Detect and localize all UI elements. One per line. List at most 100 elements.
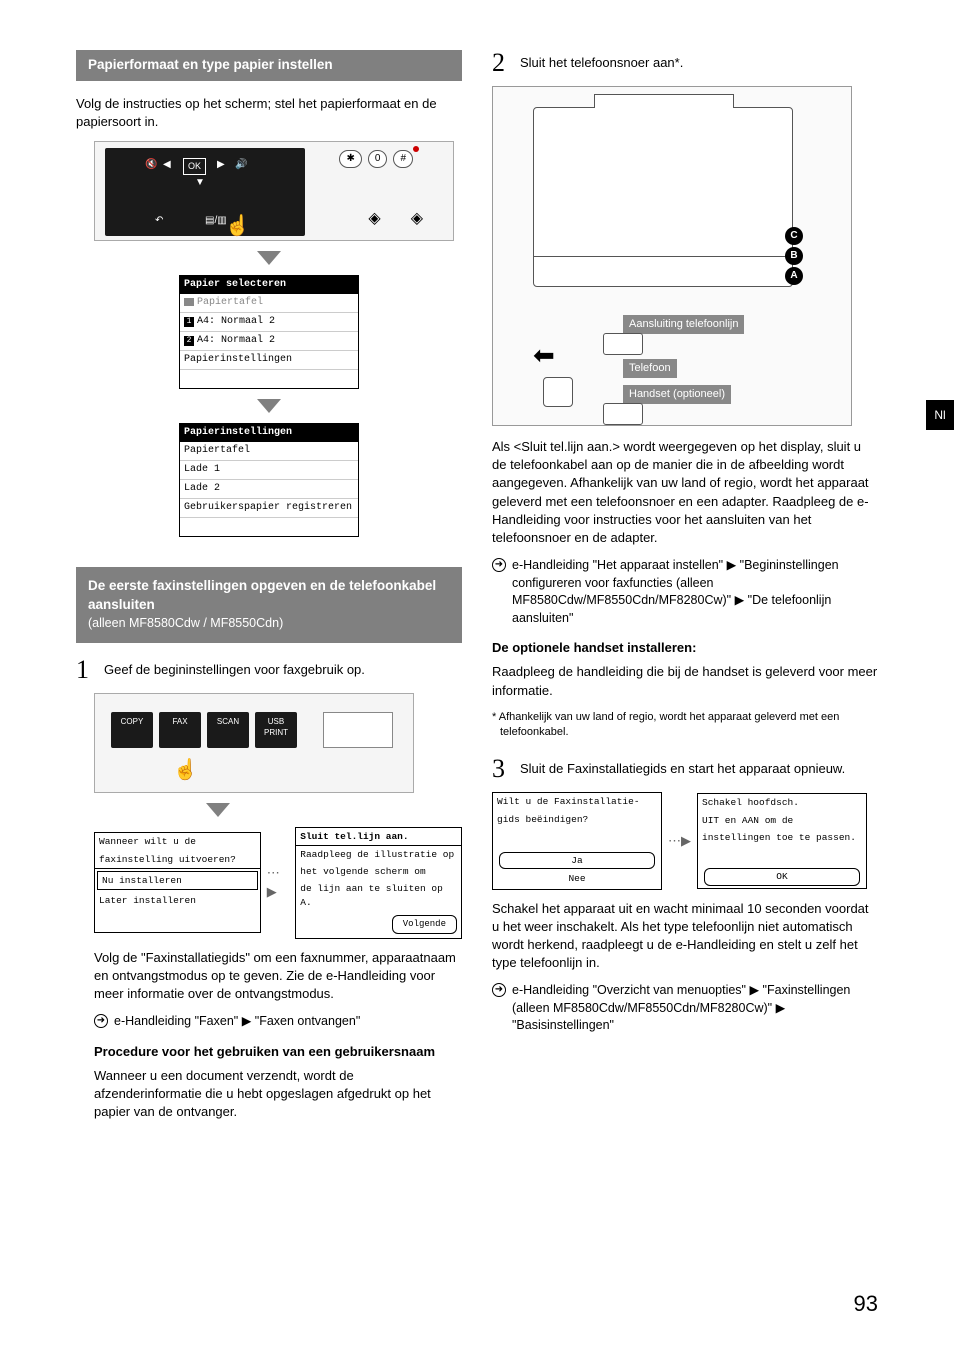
screen2-row3: Lade 2 [180, 480, 358, 499]
fax-s2-btn: Volgende [392, 915, 457, 934]
port-a: A [785, 267, 803, 285]
s3b-r2: UIT en AAN om de [698, 812, 866, 829]
fax-guide-para: Volg de "Faxinstallatiegids" om een faxn… [94, 949, 462, 1004]
page-number: 93 [854, 1289, 878, 1320]
step-1-text: Geef de begininstellingen voor faxgebrui… [104, 657, 365, 679]
ref-icon-1: ➜ [94, 1014, 108, 1028]
s3a-nee: Nee [499, 871, 655, 886]
screen-paper-select: Papier selecteren Papiertafel 1A4: Norma… [179, 275, 359, 389]
screen1-title: Papier selecteren [180, 276, 358, 294]
handset-heading: De optionele handset installeren: [492, 639, 878, 657]
port-b: B [785, 247, 803, 265]
keypad-pills: ✱ 0 # [339, 150, 413, 168]
phone-icon [543, 377, 573, 407]
ref-text-1: e-Handleiding "Faxen" ▶ "Faxen ontvangen… [114, 1013, 360, 1031]
fax-s1-r3: Nu installeren [97, 871, 258, 890]
usb-print-button: USB PRINT [255, 712, 297, 748]
panel-dark-area: 🔇 ◀ OK ▶ 🔊 ▼ ↶ ▤/▥ ☝ [105, 148, 305, 236]
footnote: * Afhankelijk van uw land of regio, word… [492, 710, 878, 741]
plug-handset [603, 403, 643, 425]
printer-tray [534, 256, 792, 286]
step-1-number: 1 [76, 657, 96, 683]
screen1-row4: Papierinstellingen [180, 351, 358, 370]
fax-s1-r4: Later installeren [95, 892, 260, 909]
pill-star: ✱ [339, 150, 361, 168]
plug-line [603, 333, 643, 355]
label-telefoon: Telefoon [623, 359, 677, 378]
ref-text-3: e-Handleiding "Overzicht van menuopties"… [512, 982, 878, 1035]
step-2-text: Sluit het telefoonsnoer aan*. [520, 50, 683, 72]
screen2-row2: Lade 1 [180, 461, 358, 480]
left-column: Papierformaat en type papier instellen V… [76, 50, 462, 1131]
control-panel-diagram: 🔇 ◀ OK ▶ 🔊 ▼ ↶ ▤/▥ ☝ ✱ 0 # ◈ ◈ [94, 141, 454, 241]
fax-s2-r4: de lijn aan te sluiten op A. [296, 880, 461, 911]
ref-icon-3: ➜ [492, 983, 506, 997]
arrow-down-icon: ▼ [195, 176, 205, 190]
vol-down-icon: 🔇 [145, 158, 157, 172]
section-header-paper: Papierformaat en type papier instellen [76, 50, 462, 81]
fax-s2-r2: Raadpleeg de illustratie op [296, 846, 461, 863]
pointing-hand-fax-icon: ☝ [173, 756, 198, 784]
pill-hash: # [393, 150, 413, 168]
screen1-row3: 2A4: Normaal 2 [180, 332, 358, 351]
pill-zero: 0 [368, 150, 388, 168]
header-fax-line2: (alleen MF8580Cdw / MF8550Cdn) [88, 615, 450, 633]
ref-text-2: e-Handleiding "Het apparaat instellen" ▶… [512, 557, 878, 627]
screen-end-guide: Wilt u de Faxinstallatie- gids beëindige… [492, 792, 662, 889]
s3b-ok: OK [704, 868, 860, 885]
screen2-row4: Gebruikerspapier registreren [180, 499, 358, 518]
username-para: Wanneer u een document verzendt, wordt d… [94, 1067, 462, 1122]
flow-arrow-2 [257, 399, 281, 413]
s3a-r2: gids beëindigen? [493, 811, 661, 828]
label-handset: Handset (optioneel) [623, 385, 731, 404]
pointing-hand-icon: ☝ [225, 212, 250, 240]
intro-paper: Volg de instructies op het scherm; stel … [76, 95, 462, 131]
dots-arrow-1: ⋯▶ [267, 864, 290, 900]
fax-s2-r3: het volgende scherm om [296, 863, 461, 880]
step-3-text: Sluit de Faxinstallatiegids en start het… [520, 756, 845, 778]
printer-body [533, 107, 793, 287]
label-aansluiting: Aansluiting telefoonlijn [623, 315, 744, 334]
start-diamond-icon: ◈ [411, 208, 423, 230]
menu-icon: ▤/▥ [205, 214, 227, 228]
fax-button: FAX [159, 712, 201, 748]
fax-screen-connect: Sluit tel.lijn aan. Raadpleeg de illustr… [295, 827, 462, 939]
ref-icon-2: ➜ [492, 558, 506, 572]
arrow-right-icon: ▶ [217, 158, 225, 172]
ok-button-label: OK [183, 158, 206, 175]
copy-button: COPY [111, 712, 153, 748]
connect-para: Als <Sluit tel.lijn aan.> wordt weergege… [492, 438, 878, 547]
printer-top [594, 94, 734, 108]
power-cycle-para: Schakel het apparaat uit en wacht minima… [492, 900, 878, 973]
s3b-r1: Schakel hoofdsch. [698, 794, 866, 811]
vol-up-icon: 🔊 [235, 158, 247, 172]
s3a-ja: Ja [499, 852, 655, 869]
stop-diamond-icon: ◈ [368, 208, 380, 230]
fax-s2-r1: Sluit tel.lijn aan. [296, 828, 461, 846]
step-2-number: 2 [492, 50, 512, 76]
fax-lcd [323, 712, 393, 748]
fax-screen-when: Wanneer wilt u de faxinstelling uitvoere… [94, 832, 261, 932]
screen1-row1: Papiertafel [180, 294, 358, 313]
screen2-row1: Papiertafel [180, 442, 358, 461]
scan-button: SCAN [207, 712, 249, 748]
fax-s1-r2: faxinstelling uitvoeren? [95, 851, 260, 869]
s3a-r1: Wilt u de Faxinstallatie- [493, 793, 661, 810]
section-header-fax: De eerste faxinstellingen opgeven en de … [76, 567, 462, 642]
arrow-plug-1: ⬅ [533, 337, 555, 373]
red-led-icon [413, 146, 419, 152]
username-heading: Procedure voor het gebruiken van een geb… [94, 1043, 462, 1061]
screen-paper-settings: Papierinstellingen Papiertafel Lade 1 La… [179, 423, 359, 537]
handset-para: Raadpleeg de handleiding die bij de hand… [492, 663, 878, 699]
flow-arrow-3 [206, 803, 230, 817]
back-icon: ↶ [155, 214, 163, 228]
dots-arrow-2: ⋯▶ [668, 832, 691, 850]
step-3-number: 3 [492, 756, 512, 782]
flow-arrow-1 [257, 251, 281, 265]
screen1-row2: 1A4: Normaal 2 [180, 313, 358, 332]
printer-diagram: C B A Aansluiting telefoonlijn ⬅ Telefoo… [492, 86, 852, 426]
port-c: C [785, 227, 803, 245]
fax-panel-diagram: COPY FAX SCAN USB PRINT ☝ [94, 693, 414, 793]
right-column: 2 Sluit het telefoonsnoer aan*. C B A Aa… [492, 50, 878, 1131]
arrow-left-icon: ◀ [163, 158, 171, 172]
